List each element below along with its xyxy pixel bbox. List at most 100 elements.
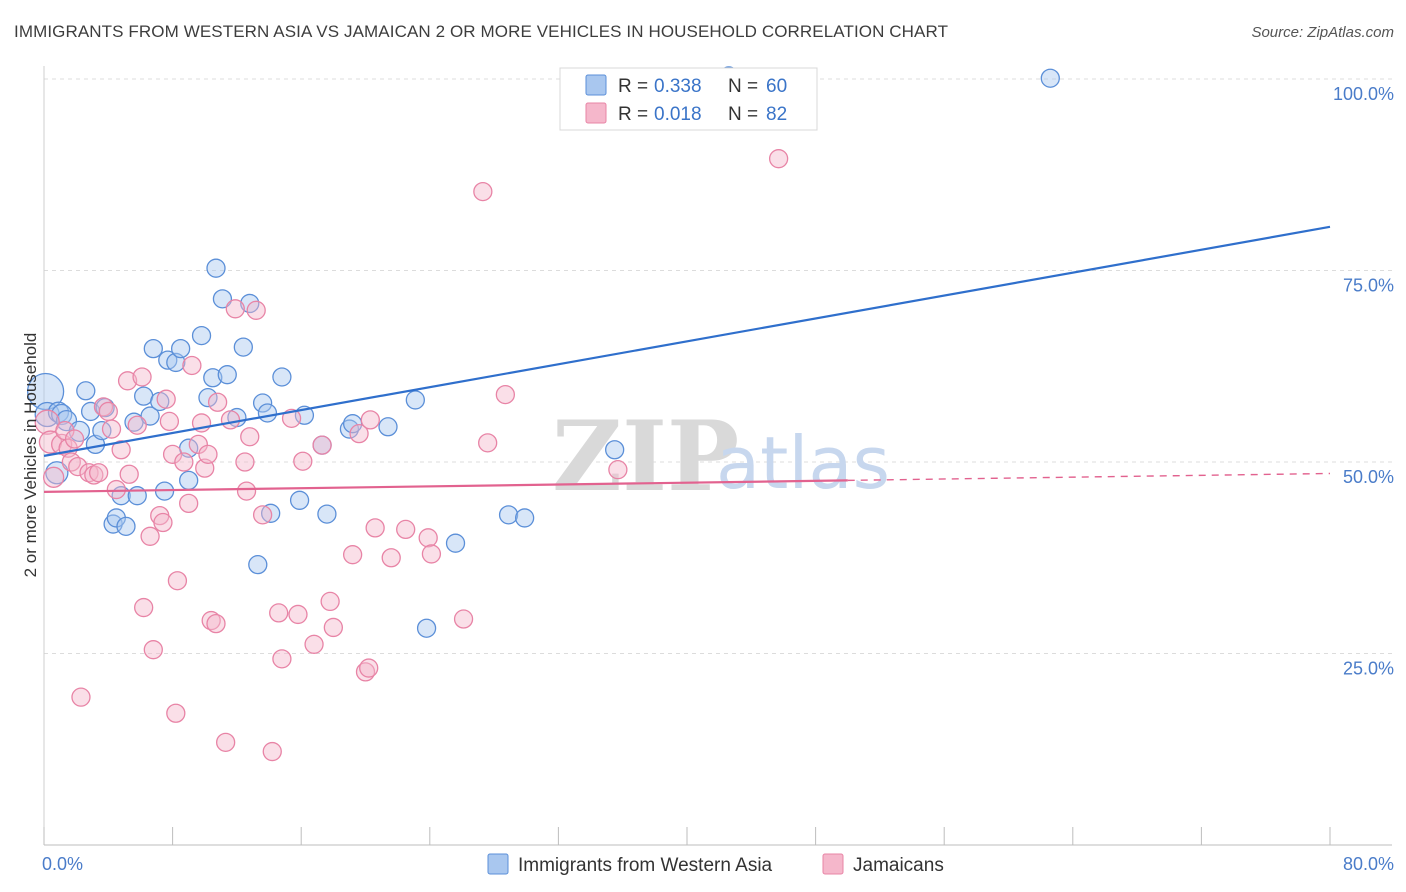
point-western-asia <box>191 325 212 346</box>
trend-lines <box>43 225 1331 493</box>
point-jamaicans <box>134 597 154 618</box>
legend-n-label-pink: N = <box>728 104 758 125</box>
legend-swatch-pink <box>585 102 607 124</box>
point-jamaicans <box>608 460 628 480</box>
point-jamaicans <box>365 518 385 538</box>
point-western-asia <box>179 470 199 491</box>
point-western-asia <box>206 258 226 278</box>
point-jamaicans <box>207 392 228 412</box>
point-western-asia <box>170 338 191 359</box>
point-western-asia <box>198 388 218 408</box>
point-jamaicans <box>272 649 292 669</box>
bottom-legend-label-pink: Jamaicans <box>853 855 944 876</box>
point-western-asia <box>257 403 278 423</box>
point-western-asia <box>416 618 437 638</box>
point-western-asia <box>248 554 268 575</box>
point-jamaicans <box>236 481 257 501</box>
point-jamaicans <box>42 466 65 488</box>
point-jamaicans <box>127 415 147 435</box>
point-jamaicans <box>342 545 363 565</box>
point-jamaicans <box>312 435 332 455</box>
point-western-asia <box>405 390 425 410</box>
point-jamaicans <box>240 427 260 447</box>
point-western-asia <box>134 386 154 406</box>
point-jamaicans <box>323 617 344 638</box>
point-jamaicans <box>495 384 516 405</box>
point-jamaicans <box>198 444 218 464</box>
point-western-asia <box>289 490 310 510</box>
point-western-asia <box>116 516 136 536</box>
trend-line-jamaicans <box>43 479 848 493</box>
point-jamaicans <box>262 741 282 762</box>
point-western-asia <box>339 419 360 439</box>
point-jamaicans <box>293 451 313 471</box>
legend-r-label-pink: R = <box>618 104 648 125</box>
point-jamaicans <box>162 444 183 464</box>
tick-labels: 25.0% 50.0% 75.0% 100.0% 0.0% 80.0% <box>42 84 1394 874</box>
chart-title: IMMIGRANTS FROM WESTERN ASIA VS JAMAICAN… <box>14 22 949 41</box>
y-tick-label: 100.0% <box>1333 84 1394 104</box>
point-western-asia <box>272 367 292 387</box>
watermark-atlas: atlas <box>716 421 890 505</box>
bottom-legend: Immigrants from Western Asia Jamaicans <box>487 853 944 876</box>
legend: R = 0.338 N = 60 R = 0.018 N = 82 <box>559 67 818 131</box>
point-western-asia <box>514 508 535 528</box>
point-jamaicans <box>288 604 308 625</box>
point-western-asia <box>317 504 337 524</box>
point-jamaicans <box>182 355 202 376</box>
point-jamaicans <box>117 371 138 391</box>
point-jamaicans <box>119 464 139 484</box>
y-tick-label: 75.0% <box>1343 276 1394 296</box>
point-jamaicans <box>304 634 324 654</box>
point-western-asia <box>217 365 237 385</box>
point-jamaicans <box>768 149 789 169</box>
point-jamaicans <box>153 512 173 533</box>
point-western-asia <box>233 337 253 357</box>
point-western-asia <box>92 420 112 441</box>
point-jamaicans <box>106 479 126 500</box>
point-jamaicans <box>220 410 241 430</box>
point-western-asia <box>605 440 625 460</box>
point-jamaicans <box>188 434 208 455</box>
point-jamaicans <box>132 367 152 387</box>
chart-source: Source: ZipAtlas.com <box>1251 24 1394 41</box>
point-jamaicans <box>421 544 442 564</box>
point-jamaicans <box>453 609 474 629</box>
watermark: ZIP atlas <box>552 400 890 513</box>
point-jamaicans <box>225 299 245 319</box>
point-western-asia <box>1040 68 1060 88</box>
point-jamaicans <box>167 571 188 591</box>
x-tick-label: 0.0% <box>42 854 83 874</box>
point-jamaicans <box>143 640 163 660</box>
point-western-asia <box>212 289 233 309</box>
point-jamaicans <box>246 300 266 320</box>
point-jamaicans <box>473 181 493 202</box>
point-jamaicans <box>206 613 226 634</box>
point-jamaicans <box>98 401 118 422</box>
point-jamaicans <box>349 424 369 444</box>
point-jamaicans <box>156 389 176 409</box>
point-jamaicans <box>478 433 498 453</box>
point-jamaicans <box>252 505 273 525</box>
point-jamaicans <box>174 452 194 472</box>
point-jamaicans <box>360 410 380 430</box>
point-jamaicans <box>281 408 302 428</box>
point-western-asia <box>378 417 398 437</box>
trend-line-jamaicans-extension <box>847 472 1331 482</box>
point-jamaicans <box>89 463 109 483</box>
legend-n-value-blue: 60 <box>766 76 787 97</box>
point-jamaicans <box>111 440 131 460</box>
trend-line-western-asia <box>43 225 1331 457</box>
point-western-asia <box>498 505 519 525</box>
point-western-asia <box>158 350 178 370</box>
bottom-legend-swatch-pink <box>822 853 844 875</box>
point-jamaicans <box>101 419 122 439</box>
legend-r-value-pink: 0.018 <box>654 104 702 125</box>
y-axis-title: 2 or more Vehicles in Household <box>21 333 40 578</box>
legend-n-value-pink: 82 <box>766 104 787 125</box>
legend-swatch-blue <box>585 74 607 96</box>
point-western-asia <box>47 401 70 423</box>
point-jamaicans <box>71 687 91 707</box>
y-tick-label: 25.0% <box>1343 659 1394 679</box>
